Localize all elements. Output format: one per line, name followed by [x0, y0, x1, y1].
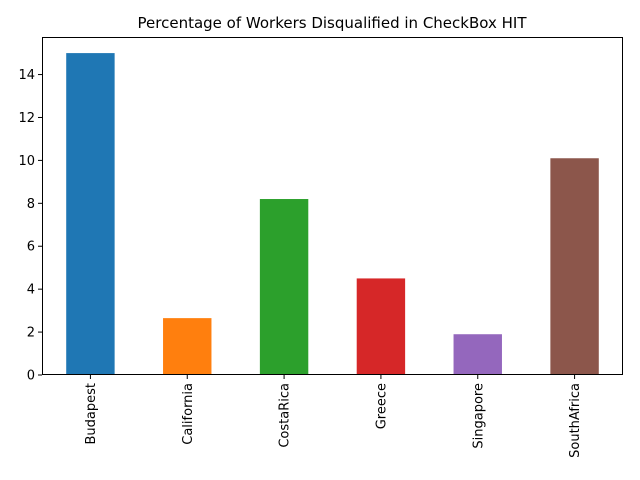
y-tick-label-8: 8 [27, 197, 35, 212]
bar-greece [356, 278, 406, 375]
x-tick-label-singapore: Singapore [471, 383, 486, 449]
x-axis: Budapest California CostaRica Greece Singapo… [84, 375, 583, 458]
y-tick-label-10: 10 [18, 154, 35, 169]
bar-costarica [259, 199, 309, 375]
x-tick-label-california: California [181, 383, 196, 445]
y-tick-label-14: 14 [18, 68, 35, 83]
x-tick-label-costarica: CostaRica [278, 383, 293, 448]
bars-group [66, 53, 599, 375]
y-tick-label-12: 12 [18, 111, 35, 126]
plot-frame [42, 37, 623, 375]
bar-singapore [453, 334, 502, 375]
bar-budapest [66, 53, 115, 375]
y-axis: 0 2 4 6 8 10 12 14 [18, 68, 42, 384]
x-tick-label-budapest: Budapest [84, 383, 99, 445]
y-tick-label-2: 2 [27, 326, 35, 341]
x-tick-label-southafrica: SouthAfrica [568, 383, 583, 458]
y-tick-label-0: 0 [27, 369, 35, 384]
y-tick-label-4: 4 [27, 283, 35, 298]
chart-title: Percentage of Workers Disqualified in Ch… [138, 14, 528, 32]
x-tick-label-greece: Greece [374, 383, 389, 429]
bar-southafrica [550, 158, 599, 375]
bar-california [163, 318, 212, 375]
y-tick-label-6: 6 [27, 240, 35, 255]
